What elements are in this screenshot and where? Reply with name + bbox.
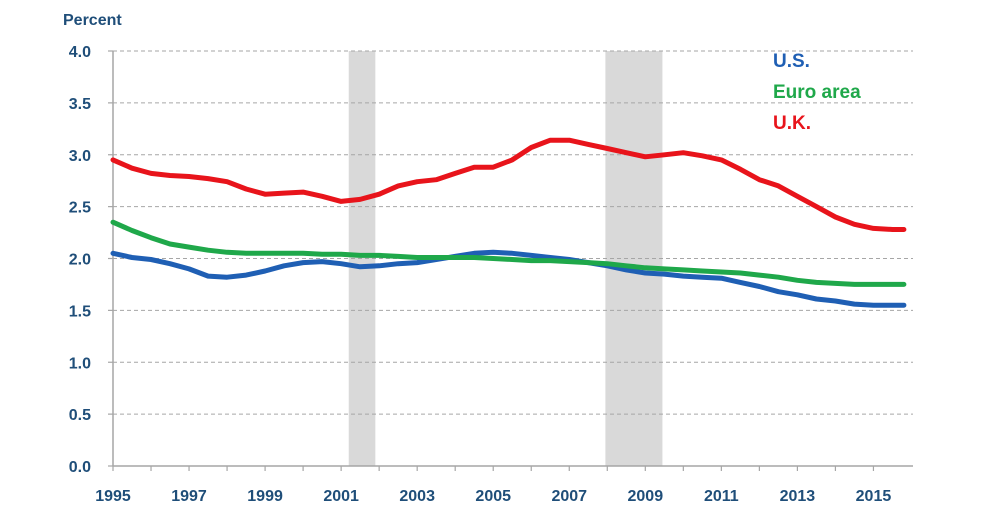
x-tick-labels: 1995 1997 1999 2001 2003 2005 2007 2009 2011 2013… (95, 488, 891, 505)
x-tick-label: 2013 (780, 488, 816, 505)
y-tick-label: 2.5 (69, 200, 91, 217)
y-axis-unit-label: Percent (63, 12, 122, 29)
x-tick-label: 2007 (551, 488, 587, 505)
x-tick-label: 2001 (323, 488, 359, 505)
axes-layer (108, 50, 913, 471)
series-line-u-s (110, 249, 907, 308)
gridlines-layer (113, 50, 913, 415)
series-line-euro-area (110, 219, 907, 287)
x-tick-label: 1995 (95, 488, 131, 505)
x-tick-label: 1999 (247, 488, 283, 505)
legend-entry: Euro area (773, 82, 861, 103)
x-tick-label: 2003 (399, 488, 435, 505)
y-tick-label: 3.0 (69, 148, 91, 165)
y-tick-label: 0.5 (69, 407, 91, 424)
legend-entry: U.S. (773, 51, 810, 72)
x-tick-label: 2011 (704, 488, 739, 505)
y-tick-label: 2.0 (69, 252, 91, 269)
y-tick-label: 1.0 (69, 355, 91, 372)
series-line-u-k (110, 137, 907, 232)
legend-entry: U.K. (773, 113, 811, 134)
legend: U.S. Euro area U.K. (773, 51, 861, 134)
x-tick-label: 1997 (171, 488, 207, 505)
y-tick-label: 0.0 (69, 459, 91, 476)
x-tick-label: 2015 (856, 488, 892, 505)
x-tick-label: 2005 (475, 488, 511, 505)
y-tick-labels: 0.0 0.5 1.0 1.5 2.0 2.5 3.0 3.5 4.0 (69, 44, 91, 476)
y-tick-label: 3.5 (69, 96, 91, 113)
series-layer (110, 137, 907, 308)
y-tick-label: 1.5 (69, 303, 91, 320)
y-tick-label: 4.0 (69, 44, 91, 61)
x-tick-label: 2009 (628, 488, 664, 505)
